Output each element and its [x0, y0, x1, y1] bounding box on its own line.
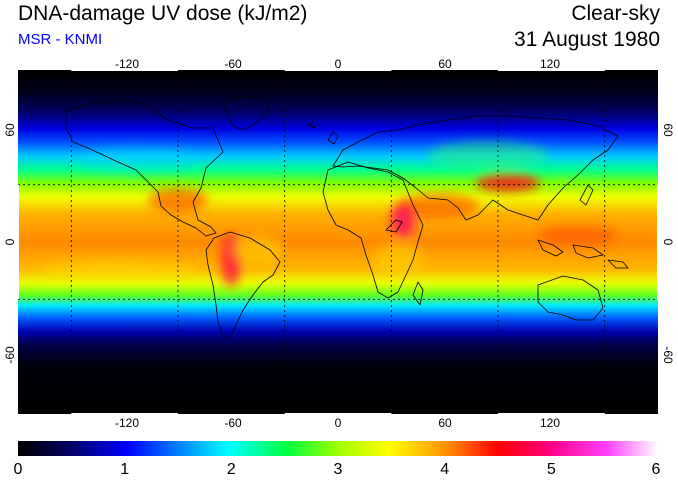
- lon-label-top: -120: [114, 57, 140, 71]
- lon-label-bottom: -60: [224, 416, 242, 430]
- map-title: DNA-damage UV dose (kJ/m2): [18, 2, 308, 25]
- colorbar-tick-label: 4: [440, 461, 450, 478]
- lat-label-right: -60: [661, 346, 675, 364]
- lon-label-bottom: 120: [539, 416, 561, 430]
- lon-label-top: 60: [438, 57, 452, 71]
- lat-label-right: 0: [661, 238, 675, 246]
- lon-label-top: 0: [334, 57, 342, 71]
- colorbar-tick-label: 2: [226, 461, 236, 478]
- lat-label-left: 0: [3, 238, 17, 246]
- lon-label-bottom: 60: [438, 416, 452, 430]
- source-label: MSR - KNMI: [18, 31, 103, 48]
- uv-dose-map: [18, 70, 658, 414]
- dose-colorbar: [18, 441, 658, 456]
- lat-label-left: 60: [3, 123, 17, 137]
- colorbar-tick-label: 5: [546, 461, 556, 478]
- date-label: 31 August 1980: [514, 28, 660, 51]
- sky-condition-label: Clear-sky: [571, 2, 660, 25]
- lat-label-left: -60: [3, 346, 17, 364]
- lon-label-bottom: 0: [334, 416, 342, 430]
- colorbar-tick-label: 6: [651, 461, 661, 478]
- colorbar-tick-label: 0: [13, 461, 23, 478]
- lat-label-right: 60: [661, 123, 675, 137]
- colorbar-tick-label: 3: [333, 461, 343, 478]
- lon-label-bottom: -120: [114, 416, 140, 430]
- lon-label-top: 120: [539, 57, 561, 71]
- colorbar-tick-label: 1: [120, 461, 130, 478]
- lon-label-top: -60: [224, 57, 242, 71]
